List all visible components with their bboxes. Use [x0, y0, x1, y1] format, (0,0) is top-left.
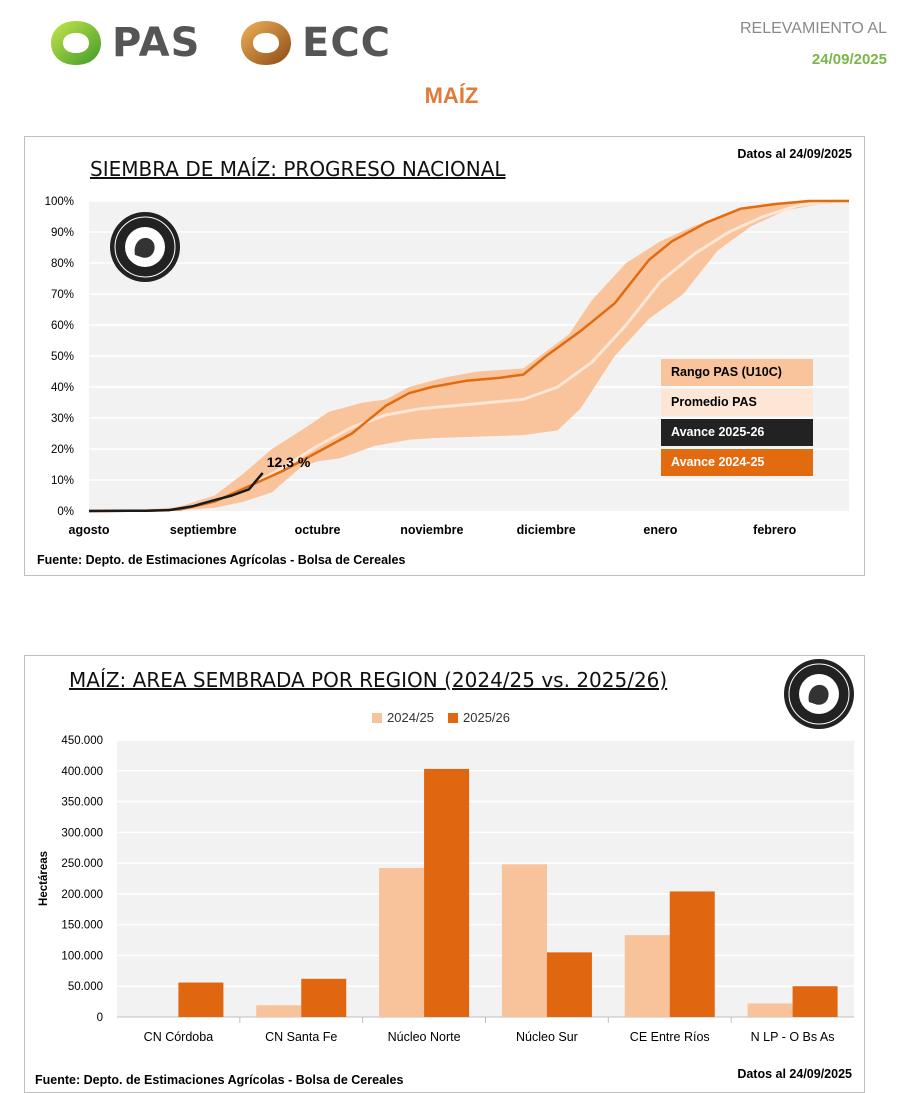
x-tick-label: diciembre	[517, 523, 576, 537]
ecc-logo-icon	[241, 21, 291, 65]
current-value-annotation: 12,3 %	[267, 454, 311, 470]
relevamiento-label: RELEVAMIENTO AL	[739, 20, 887, 37]
y-tick-label: 250.000	[61, 858, 103, 870]
series-avance-2025-26	[88, 472, 264, 513]
series-rango-pas-band	[89, 201, 849, 511]
progress-chart-panel: SIEMBRA DE MAÍZ: PROGRESO NACIONAL Datos…	[24, 136, 865, 576]
y-tick-label: 60%	[51, 320, 74, 332]
pas-logo: PAS	[48, 18, 200, 68]
legend-label-2024-25: 2024/25	[387, 710, 434, 725]
x-tick-label: agosto	[69, 523, 110, 537]
bar-2025-26	[178, 982, 224, 1017]
progress-chart-source: Fuente: Depto. de Estimaciones Agrícolas…	[37, 553, 406, 567]
y-tick-label: 50%	[51, 351, 74, 363]
bar-2024-25	[379, 868, 425, 1017]
y-tick-label: 100.000	[61, 950, 103, 962]
bar-2025-26	[424, 768, 470, 1017]
legend-swatch-2024-25	[372, 712, 382, 723]
bar-2025-26	[669, 891, 715, 1017]
legend-promedio-pas: Promedio PAS	[661, 389, 813, 416]
x-tick-label: enero	[643, 523, 677, 537]
ecc-logo: ECC	[238, 18, 391, 68]
area-chart-title: MAÍZ: AREA SEMBRADA POR REGION (2024/25 …	[69, 668, 668, 692]
x-tick-label: octubre	[295, 523, 341, 537]
y-tick-label: 400.000	[61, 766, 103, 778]
y-axis-label: Hectáreas	[38, 851, 50, 906]
bar-2025-26	[792, 986, 838, 1017]
pas-logo-icon	[51, 21, 101, 65]
y-tick-label: 50.000	[68, 981, 103, 993]
x-category-label: Núcleo Norte	[388, 1030, 461, 1044]
progress-chart-title: SIEMBRA DE MAÍZ: PROGRESO NACIONAL	[90, 157, 506, 181]
y-tick-label: 90%	[51, 227, 74, 239]
bar-2024-25	[501, 864, 547, 1017]
crop-title: MAÍZ	[424, 83, 479, 108]
bar-2024-25	[256, 1005, 302, 1017]
bar-2025-26	[301, 978, 347, 1017]
plot-area	[117, 740, 854, 1017]
bar-legend: 2024/25 2025/26	[372, 710, 510, 725]
y-tick-label: 20%	[51, 444, 74, 456]
y-tick-label: 40%	[51, 382, 74, 394]
legend-swatch-2025-26	[448, 712, 458, 723]
progress-line-chart: 0% 10% 20% 30% 40% 50% 60% 70% 80% 90% 100% agosto s…	[45, 196, 849, 537]
y-tick-label: 0	[97, 1012, 103, 1024]
bar-2025-26	[546, 952, 592, 1017]
x-category-label: CN Santa Fe	[265, 1030, 337, 1044]
y-tick-label: 350.000	[61, 797, 103, 809]
bar-2024-25	[747, 1003, 793, 1017]
legend-rango-pas: Rango PAS (U10C)	[661, 359, 813, 386]
series-avance-2024-25	[88, 199, 849, 513]
y-tick-label: 0%	[57, 506, 74, 518]
legend-label-2025-26: 2025/26	[463, 710, 510, 725]
x-tick-label: febrero	[753, 523, 796, 537]
y-tick-label: 300.000	[61, 827, 103, 839]
legend-avance-2025-26: Avance 2025-26	[661, 419, 813, 446]
x-category-label: CN Córdoba	[144, 1030, 214, 1044]
pas-logo-text: PAS	[112, 20, 201, 66]
area-chart-panel: MAÍZ: AREA SEMBRADA POR REGION (2024/25 …	[24, 655, 865, 1093]
y-tick-label: 10%	[51, 475, 74, 487]
bolsa-cereales-seal-icon	[110, 212, 180, 282]
y-tick-label: 100%	[45, 196, 74, 208]
y-tick-label: 30%	[51, 413, 74, 425]
y-tick-label: 200.000	[61, 889, 103, 901]
x-category-label: N LP - O Bs As	[751, 1030, 835, 1044]
y-tick-label: 80%	[51, 258, 74, 270]
progress-chart-date: Datos al 24/09/2025	[737, 147, 852, 161]
x-tick-label: noviembre	[400, 523, 463, 537]
area-bar-chart: 0 50.000 100.000 150.000 200.000 250.000 300.0…	[38, 735, 854, 1044]
y-tick-label: 150.000	[61, 920, 103, 932]
area-chart-date: Datos al 24/09/2025	[737, 1067, 852, 1081]
bar-2024-25	[624, 935, 670, 1017]
area-chart-source: Fuente: Depto. de Estimaciones Agrícolas…	[35, 1073, 404, 1087]
relevamiento-date: 24/09/2025	[811, 51, 887, 68]
x-tick-label: septiembre	[170, 523, 237, 537]
y-tick-label: 450.000	[61, 735, 103, 747]
x-category-label: CE Entre Ríos	[630, 1030, 710, 1044]
ecc-logo-text: ECC	[302, 20, 392, 66]
legend-avance-2024-25: Avance 2024-25	[661, 449, 813, 476]
x-category-label: Núcleo Sur	[516, 1030, 578, 1044]
y-tick-label: 70%	[51, 289, 74, 301]
bolsa-cereales-seal-icon	[784, 659, 854, 729]
